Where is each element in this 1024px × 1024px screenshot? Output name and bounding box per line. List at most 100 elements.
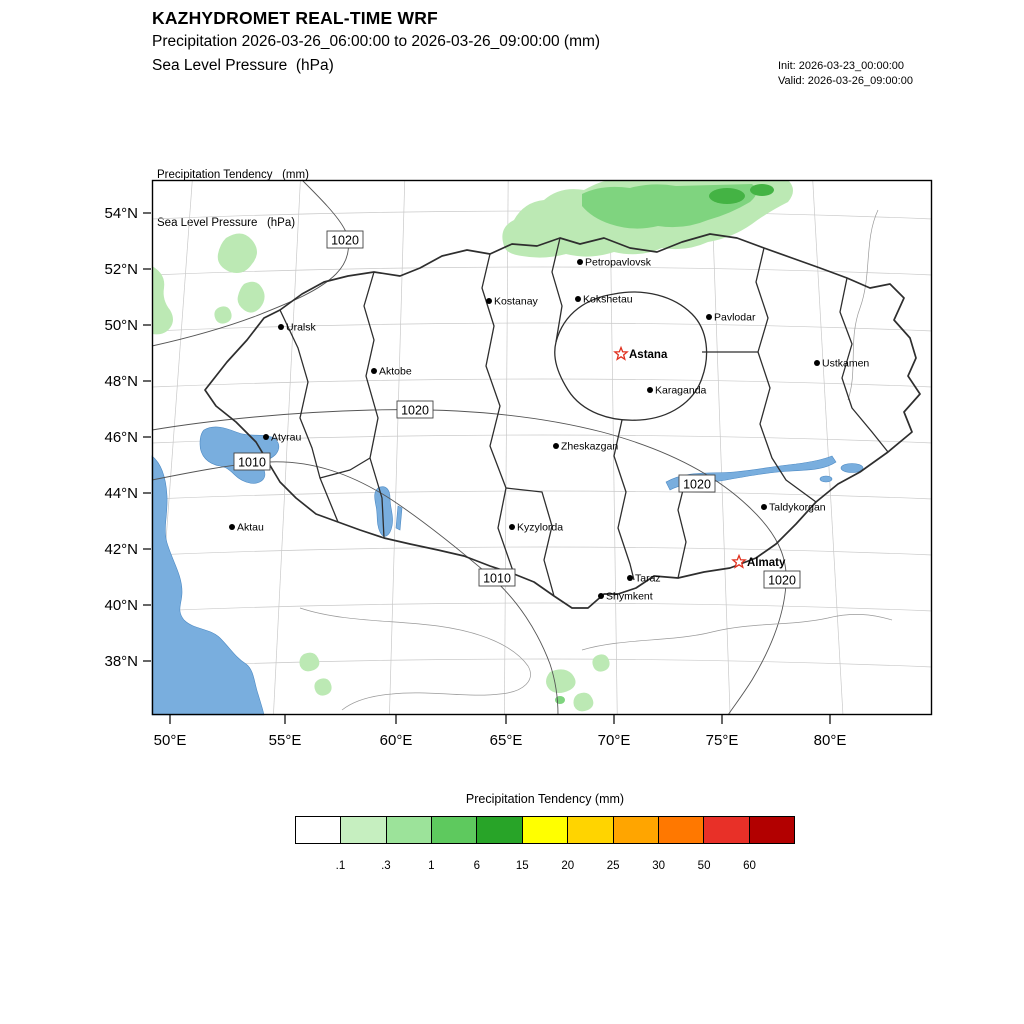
precip-core-dark2 bbox=[750, 184, 774, 196]
oblast-boundary-kyzylorda bbox=[505, 487, 555, 597]
graticule-meridian bbox=[609, 179, 618, 716]
lon-tick-label: 65°E bbox=[490, 732, 523, 749]
city-marker bbox=[509, 524, 515, 530]
lat-tick-label: 38°N bbox=[104, 653, 138, 670]
pressure-label: 1020 bbox=[683, 478, 711, 492]
colorbar-title: Precipitation Tendency (mm) bbox=[465, 792, 625, 806]
pressure-label: 1020 bbox=[401, 404, 429, 418]
oblast-boundary-northkz bbox=[551, 237, 563, 343]
precip-area-south-1 bbox=[546, 669, 576, 693]
lat-tick-label: 40°N bbox=[104, 597, 138, 614]
colorbar-tick-label: 6 bbox=[473, 860, 481, 872]
map-key-pressure: Sea Level Pressure (hPa) bbox=[157, 217, 296, 229]
report-header: KAZHYDROMET REAL-TIME WRF Precipitation … bbox=[152, 7, 600, 78]
colorbar bbox=[295, 816, 795, 844]
colorbar-cell bbox=[613, 817, 659, 843]
lake-alakol bbox=[840, 463, 864, 473]
lat-tick-label: 44°N bbox=[104, 485, 138, 502]
city-marker bbox=[647, 387, 653, 393]
isobar-1020-northwest bbox=[151, 179, 349, 347]
colorbar-cell bbox=[522, 817, 569, 843]
city-marker bbox=[598, 593, 604, 599]
precip-area-south-3 bbox=[592, 654, 610, 672]
graticule-meridian bbox=[504, 179, 509, 716]
precip-area-west-edge bbox=[152, 266, 173, 335]
city-label: Kostanay bbox=[494, 296, 539, 308]
city-marker bbox=[371, 368, 377, 374]
colorbar-tick-label: .3 bbox=[381, 860, 391, 872]
terrain-contour-south bbox=[581, 614, 893, 651]
city-label: Kyzylorda bbox=[517, 522, 563, 534]
page-title: KAZHYDROMET REAL-TIME WRF bbox=[152, 8, 438, 28]
aral-sea-sliver bbox=[395, 505, 403, 531]
graticule-parallel bbox=[151, 490, 933, 500]
isobar-1020-central bbox=[151, 409, 787, 716]
colorbar-tick-label: .1 bbox=[335, 860, 346, 872]
lat-tick-label: 54°N bbox=[104, 205, 138, 222]
city-marker bbox=[263, 434, 269, 440]
pressure-label: 1020 bbox=[768, 574, 796, 588]
pressure-label-box bbox=[326, 230, 364, 249]
map-key: Precipitation Tendency (mm) Sea Level Pr… bbox=[157, 135, 309, 263]
oblast-boundary-eastkz bbox=[839, 277, 889, 453]
run-times: Init: 2026-03-23_00:00:00 Valid: 2026-03… bbox=[778, 59, 913, 89]
graticule-meridian bbox=[812, 179, 844, 716]
city-label: Astana bbox=[629, 349, 668, 361]
caspian-sea bbox=[151, 455, 265, 716]
pressure-label-box bbox=[478, 568, 516, 587]
city-marker bbox=[814, 360, 820, 366]
precip-area-northwest-1 bbox=[217, 233, 257, 273]
graticule-meridian bbox=[710, 179, 731, 716]
colorbar-cell bbox=[704, 817, 750, 843]
graticule-layer bbox=[151, 179, 933, 716]
init-time: Init: 2026-03-23_00:00:00 bbox=[778, 60, 904, 72]
graticule-parallel bbox=[151, 378, 933, 388]
colorbar-tick-label: 25 bbox=[606, 860, 620, 872]
city-label: Taldykorgan bbox=[769, 502, 826, 514]
graticule-parallel bbox=[151, 546, 933, 556]
precip-area-northwest-3 bbox=[214, 306, 232, 324]
oblast-boundary-kostanay bbox=[481, 253, 515, 575]
city-label: Pavlodar bbox=[714, 312, 756, 324]
graticule-parallel bbox=[151, 266, 933, 276]
city-label: Zheskazgan bbox=[561, 441, 618, 453]
capital-star-icon bbox=[731, 553, 747, 569]
precip-area-south-2 bbox=[573, 692, 594, 712]
city-marker bbox=[229, 524, 235, 530]
colorbar-tick-label: 30 bbox=[652, 860, 666, 872]
lon-tick-label: 70°E bbox=[598, 732, 631, 749]
colorbar-cell bbox=[568, 817, 614, 843]
colorbar-tick-label: 20 bbox=[561, 860, 575, 872]
lon-tick-label: 50°E bbox=[154, 732, 187, 749]
graticule-parallel bbox=[151, 658, 933, 668]
capital-star-icon bbox=[613, 345, 629, 361]
colorbar-cell bbox=[341, 817, 387, 843]
lat-tick-label: 48°N bbox=[104, 373, 138, 390]
pressure-label: 1020 bbox=[331, 234, 359, 248]
colorbar-tick-labels: .1 .3 1 6 15 20 25 30 50 60 bbox=[295, 860, 795, 876]
city-label: Almaty bbox=[747, 557, 786, 569]
oblast-boundary-pavlodar bbox=[755, 247, 817, 503]
precip-south-dark bbox=[555, 696, 565, 704]
lake-sasykkol bbox=[819, 475, 833, 483]
city-label: Uralsk bbox=[286, 322, 317, 334]
colorbar-cell bbox=[432, 817, 478, 843]
map-annotations: 54°N 52°N 50°N 48°N 46°N 44°N 42°N 40°N 38°N 50°E… bbox=[104, 205, 869, 749]
lat-tick-label: 50°N bbox=[104, 317, 138, 334]
precip-area-northwest-2 bbox=[237, 281, 265, 313]
city-marker bbox=[577, 259, 583, 265]
lon-tick-label: 60°E bbox=[380, 732, 413, 749]
oblast-boundary-akmola-loop bbox=[554, 291, 708, 421]
pressure-subtitle: Sea Level Pressure (hPa) bbox=[152, 57, 334, 74]
lon-tick-label: 55°E bbox=[269, 732, 302, 749]
city-marker bbox=[553, 443, 559, 449]
valid-time: Valid: 2026-03-26_09:00:00 bbox=[778, 75, 913, 87]
city-marker bbox=[575, 296, 581, 302]
precip-area-caspian-2 bbox=[314, 678, 332, 696]
city-label: Atyrau bbox=[271, 432, 302, 444]
city-label: Kokshetau bbox=[583, 294, 633, 306]
aral-sea bbox=[374, 486, 393, 537]
lon-tick-label: 75°E bbox=[706, 732, 739, 749]
map-frame bbox=[151, 179, 933, 716]
